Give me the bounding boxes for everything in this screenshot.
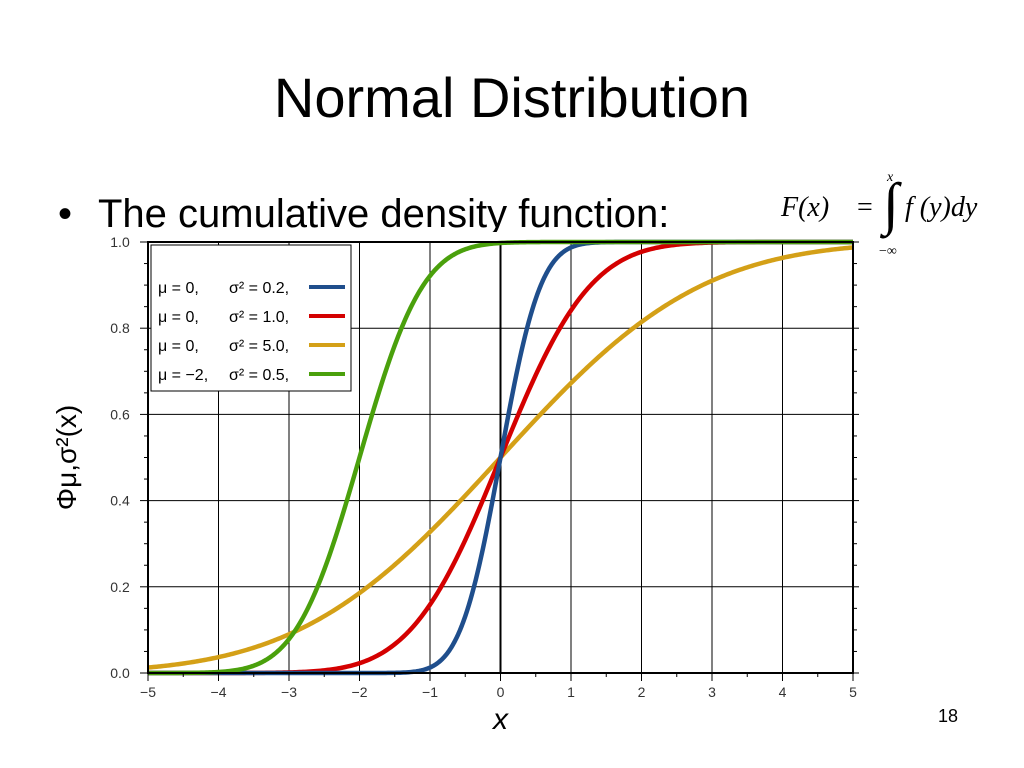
slide-number: 18 [938, 706, 959, 726]
integral-sign: ∫ [883, 171, 899, 236]
legend: μ = 0, σ² = 0.2, μ = 0, σ² = 1.0, μ = 0, σ² =… [150, 244, 352, 392]
bullet-dot: • [58, 192, 73, 236]
x-tick-label: 2 [638, 684, 646, 700]
y-tick-label: 0.4 [110, 493, 130, 509]
axis-labels: x Φμ,σ²(x) [51, 405, 509, 736]
y-tick-label: 0.0 [110, 665, 130, 681]
x-tick-label: −2 [352, 684, 368, 700]
x-tick-label: −1 [422, 684, 438, 700]
x-tick-label: 0 [497, 684, 505, 700]
formula-rhs: f (y)dy [905, 192, 978, 223]
bullet-item: • The cumulative density function: [58, 188, 669, 240]
bullet-text: The cumulative density function: [98, 192, 670, 236]
x-tick-label: −3 [281, 684, 297, 700]
cdf-chart-panel: −5 −4 −3 −2 −1 0 1 2 3 4 5 0.0 0.2 0.4 0.6 0.8 1.0 μ = 0… [48, 232, 860, 750]
x-tick-label: −5 [140, 684, 156, 700]
x-tick-label: 5 [849, 684, 857, 700]
legend-sigma-label: σ² = 0.5, [229, 367, 289, 384]
tick-layer: −5 −4 −3 −2 −1 0 1 2 3 4 5 0.0 0.2 0.4 0.6 0.8 1.0 [110, 234, 859, 700]
integral-upper-limit: x [887, 170, 894, 185]
y-axis-label: Φμ,σ²(x) [51, 405, 82, 511]
x-axis-label: x [491, 703, 509, 736]
formula-lhs: F(x) [781, 192, 830, 223]
legend-mu-label: μ = 0, [158, 338, 199, 355]
legend-sigma-label: σ² = 5.0, [229, 338, 289, 355]
formula-equals: = [857, 192, 873, 223]
y-tick-label: 0.6 [110, 406, 130, 422]
x-tick-label: 1 [567, 684, 575, 700]
cdf-formula: F(x) = ∫ x −∞ f (y)dy [775, 170, 1020, 265]
integral-lower-limit: −∞ [879, 244, 897, 259]
y-tick-label: 0.8 [110, 320, 130, 336]
cdf-chart: −5 −4 −3 −2 −1 0 1 2 3 4 5 0.0 0.2 0.4 0.6 0.8 1.0 μ = 0… [51, 234, 859, 736]
x-tick-label: 3 [708, 684, 716, 700]
y-tick-label: 0.2 [110, 579, 130, 595]
x-tick-label: 4 [779, 684, 787, 700]
slide-title: Normal Distribution [273, 66, 751, 129]
legend-mu-label: μ = 0, [158, 280, 199, 297]
y-tick-label: 1.0 [110, 234, 130, 250]
x-tick-label: −4 [211, 684, 227, 700]
legend-mu-label: μ = −2, [158, 367, 208, 384]
legend-mu-label: μ = 0, [158, 309, 199, 326]
legend-sigma-label: σ² = 1.0, [229, 309, 289, 326]
legend-sigma-label: σ² = 0.2, [229, 280, 289, 297]
